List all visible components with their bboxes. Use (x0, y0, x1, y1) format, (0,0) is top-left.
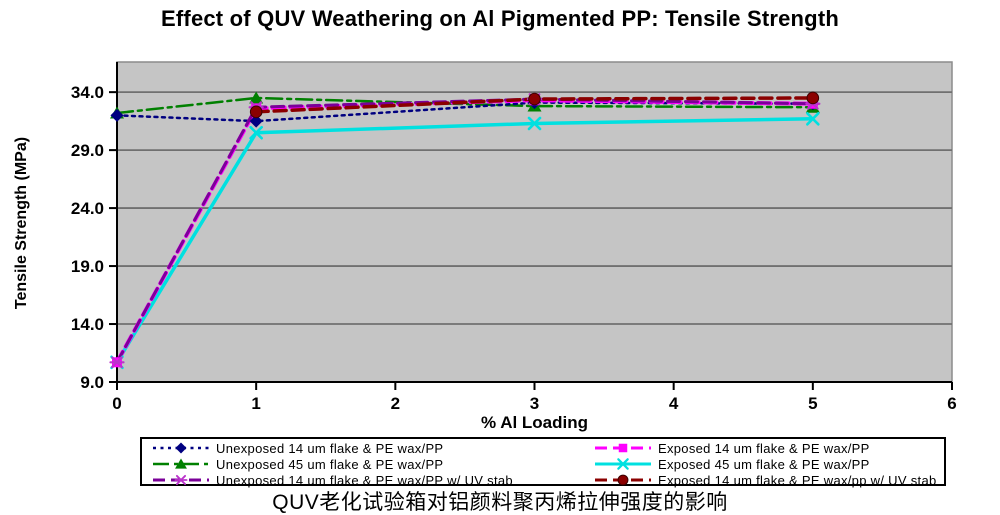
legend-line-sample-icon (152, 472, 210, 488)
y-axis-title: Tensile Strength (MPa) (13, 136, 30, 310)
legend-item: Exposed 14 um flake & PE wax/PP (594, 440, 940, 456)
legend-item: Exposed 14 um flake & PE wax/pp w/ UV st… (594, 472, 940, 488)
svg-text:3: 3 (530, 394, 539, 413)
svg-text:14.0: 14.0 (71, 315, 104, 334)
legend: Unexposed 14 um flake & PE wax/PP Unexpo… (140, 437, 946, 488)
svg-text:0: 0 (112, 394, 121, 413)
legend-label: Exposed 14 um flake & PE wax/pp w/ UV st… (658, 472, 937, 488)
legend-item: Unexposed 45 um flake & PE wax/PP (152, 456, 594, 472)
legend-label: Unexposed 14 um flake & PE wax/PP w/ UV … (216, 472, 513, 488)
svg-text:34.0: 34.0 (71, 83, 104, 102)
legend-label: Unexposed 14 um flake & PE wax/PP (216, 440, 444, 456)
svg-text:19.0: 19.0 (71, 257, 104, 276)
svg-text:4: 4 (669, 394, 679, 413)
legend-line-sample-icon (594, 472, 652, 488)
svg-text:24.0: 24.0 (71, 199, 104, 218)
legend-label: Exposed 14 um flake & PE wax/PP (658, 440, 870, 456)
svg-text:9.0: 9.0 (80, 373, 104, 392)
svg-text:2: 2 (391, 394, 400, 413)
legend-line-sample-icon (152, 440, 210, 456)
svg-text:1: 1 (251, 394, 260, 413)
svg-text:29.0: 29.0 (71, 141, 104, 160)
legend-item: Exposed 45 um flake & PE wax/PP (594, 456, 940, 472)
legend-line-sample-icon (594, 456, 652, 472)
legend-item: Unexposed 14 um flake & PE wax/PP (152, 440, 594, 456)
legend-line-sample-icon (594, 440, 652, 456)
svg-text:6: 6 (947, 394, 956, 413)
legend-label: Unexposed 45 um flake & PE wax/PP (216, 456, 444, 472)
legend-label: Exposed 45 um flake & PE wax/PP (658, 456, 870, 472)
x-axis-title: % Al Loading (480, 413, 589, 432)
legend-item: Unexposed 14 um flake & PE wax/PP w/ UV … (152, 472, 594, 488)
legend-line-sample-icon (152, 456, 210, 472)
caption-chinese: QUV老化试验箱对铝颜料聚丙烯拉伸强度的影响 (272, 491, 728, 514)
chart-title: Effect of QUV Weathering on Al Pigmented… (161, 6, 839, 31)
svg-text:5: 5 (808, 394, 817, 413)
